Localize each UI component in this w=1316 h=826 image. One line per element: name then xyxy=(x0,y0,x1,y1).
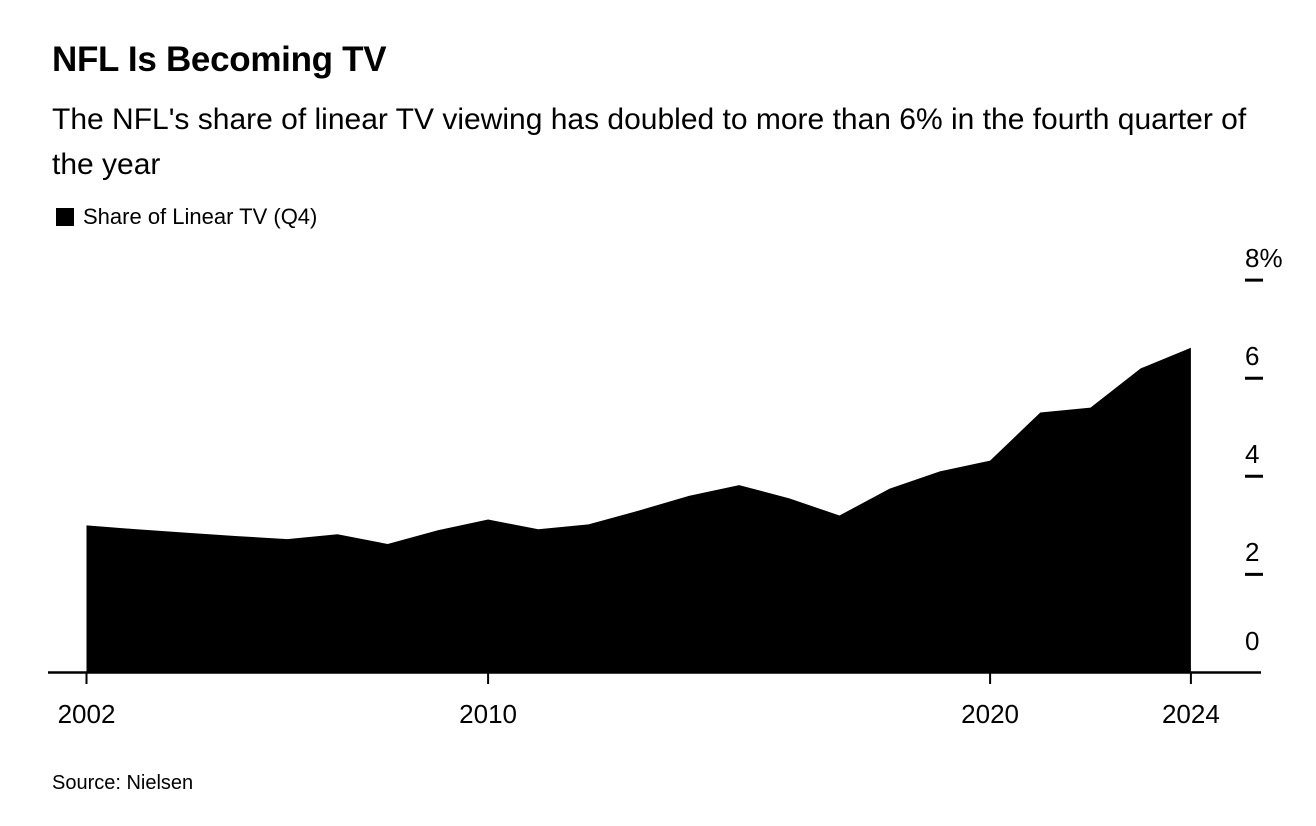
area-series xyxy=(86,347,1191,673)
x-axis-tick-label: 2010 xyxy=(459,699,518,729)
x-axis-tick-label: 2020 xyxy=(961,699,1020,729)
source-note: Source: Nielsen xyxy=(52,772,194,794)
y-axis-tick-label: 6 xyxy=(1245,341,1260,372)
chart-title: NFL Is Becoming TV xyxy=(52,40,387,79)
y-axis-tick-label: 0 xyxy=(1245,626,1260,656)
chart-subtitle: The NFL's share of linear TV viewing has… xyxy=(52,103,1247,181)
y-axis-tick-label: 8% xyxy=(1245,243,1283,274)
axis-lines xyxy=(48,278,1263,684)
x-axis-tick-label: 2024 xyxy=(1161,699,1220,729)
legend-label: Share of Linear TV (Q4) xyxy=(83,204,318,229)
y-axis-tick-label: 2 xyxy=(1245,537,1260,568)
y-axis-tick-label: 4 xyxy=(1245,439,1260,470)
legend-swatch-icon xyxy=(56,208,74,226)
legend: Share of Linear TV (Q4) xyxy=(56,204,317,230)
x-axis-tick-label: 2002 xyxy=(57,699,116,729)
